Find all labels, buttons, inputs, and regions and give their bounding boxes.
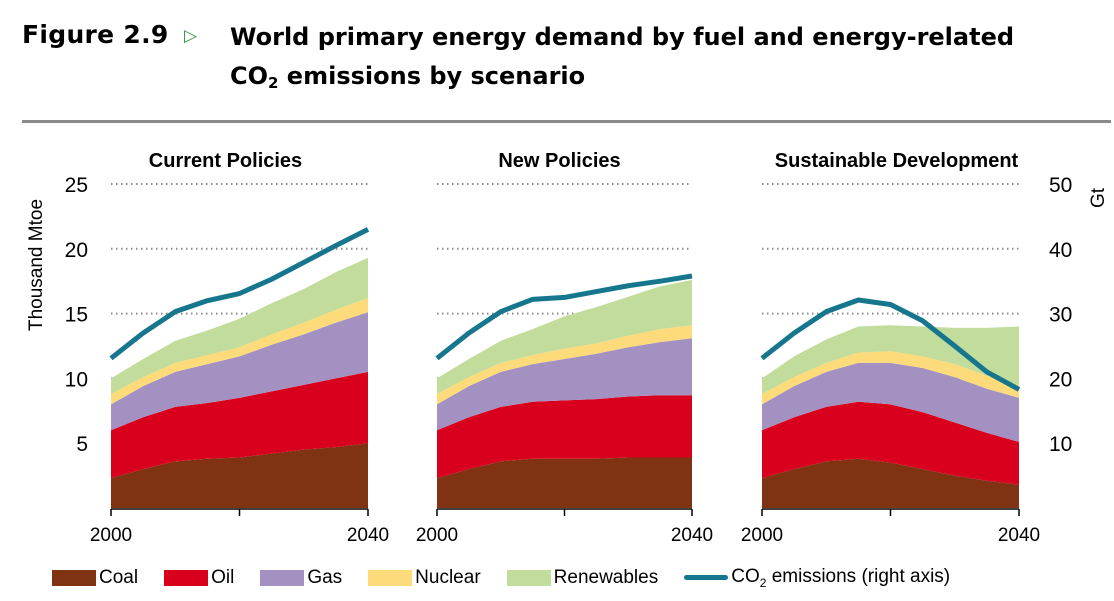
area-renewables [437,279,692,394]
y-axis-label: Thousand Mtoe [26,199,47,331]
legend-label-gas: Gas [307,566,343,588]
legend-item-renewables: Renewables [506,566,659,589]
legend-swatch-renewables [506,569,551,586]
co2-line [760,297,1021,392]
y-tick-label: 5 [76,433,88,456]
title-co-text: CO [230,62,269,90]
area-gas [111,312,368,431]
panel-title: Current Policies [149,150,302,172]
area-nuclear [437,325,692,405]
x-tick-label: 2000 [741,525,783,546]
area-nuclear [111,298,368,405]
legend-label-coal: Coal [99,566,139,588]
area-renewables [111,257,368,394]
legend-swatch-coal [52,569,96,586]
x-tick-label: 2040 [998,525,1040,546]
figure-label: Figure 2.9 [22,20,169,49]
area-gas [762,362,1019,442]
y-tick-label: 20 [65,239,88,262]
legend: Coal Oil Gas Nuclear Renewables CO2 emis… [52,566,976,590]
legend-label-co2: CO2 emissions (right axis) [731,566,950,590]
y2-tick-label: 50 [1049,174,1072,197]
legend-swatch-nuclear [368,569,413,586]
legend-item-co2: CO2 emissions (right axis) [684,566,950,590]
title-co2-subscript: 2 [268,74,279,92]
legend-item-gas: Gas [260,567,342,589]
title-rest-text: emissions by scenario [278,62,586,90]
legend-line-co2 [684,575,729,581]
legend-label-oil: Oil [211,566,235,588]
legend-label-nuclear: Nuclear [415,566,481,588]
figure-title-line1: World primary energy demand by fuel and … [230,23,1015,51]
legend-co2-subscript: 2 [759,575,767,590]
panel-title: Sustainable Development [775,150,1019,172]
legend-swatch-oil [164,569,209,586]
x-tick-label: 2000 [416,525,458,546]
co2-line [109,227,370,361]
co2-line [435,273,693,361]
panel-title: New Policies [498,150,620,172]
area-coal [111,443,368,508]
area-nuclear [762,351,1019,405]
area-coal [762,458,1019,508]
y-tick-label: 15 [65,304,88,327]
figure-title-line2: CO2 emissions by scenario [230,57,1090,96]
y2-axis-label: Gt [1088,187,1109,208]
y2-tick-label: 10 [1049,433,1072,456]
area-renewables [762,325,1019,394]
y2-tick-label: 40 [1049,239,1072,262]
legend-item-nuclear: Nuclear [368,566,481,589]
x-tick-label: 2040 [671,525,713,546]
area-coal [437,457,692,508]
legend-label-renewables: Renewables [553,566,659,588]
legend-co2-rest: emissions (right axis) [766,566,951,587]
y2-tick-label: 20 [1049,368,1072,391]
y-tick-label: 25 [65,174,88,197]
area-oil [437,395,692,479]
area-oil [111,371,368,479]
triangle-right-outline-icon: ▷ [184,26,198,45]
legend-co-text: CO [731,566,760,587]
figure-title: World primary energy demand by fuel and … [230,18,1090,96]
legend-swatch-gas [260,569,305,586]
area-gas [437,338,692,431]
header-divider [22,120,1111,123]
legend-item-coal: Coal [52,567,138,589]
x-tick-label: 2000 [90,525,132,546]
y-tick-label: 10 [65,368,88,391]
x-tick-label: 2040 [347,525,389,546]
y2-tick-label: 30 [1049,304,1072,327]
legend-item-oil: Oil [164,567,234,589]
